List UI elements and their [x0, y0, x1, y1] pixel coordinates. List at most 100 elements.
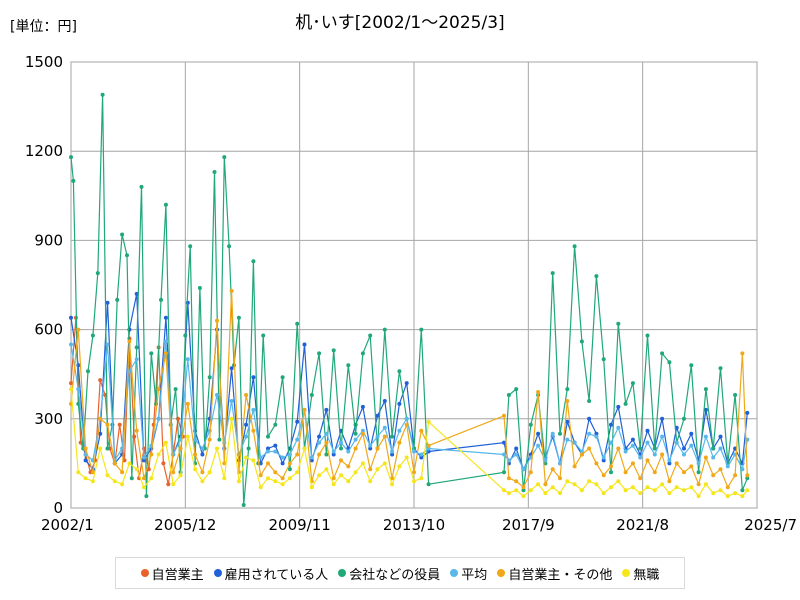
data-point [565, 437, 570, 442]
data-point [185, 434, 190, 439]
data-point [375, 413, 380, 418]
data-point [390, 476, 395, 481]
data-point [667, 491, 672, 496]
data-point [90, 470, 95, 475]
y-tick-label: 600 [34, 321, 63, 339]
data-point [397, 440, 402, 445]
data-point [711, 446, 716, 451]
data-point [159, 297, 163, 302]
data-point [594, 482, 599, 487]
axis-layer: 0 300 600 900 1200 1500 2002/1 2005/12 2009/11 20… [25, 53, 797, 534]
data-point [69, 381, 73, 386]
data-point [236, 479, 241, 484]
data-point [273, 422, 278, 427]
data-point [703, 387, 708, 392]
data-point [397, 369, 402, 374]
data-point [594, 431, 599, 436]
data-point [346, 449, 351, 454]
data-point [171, 482, 176, 487]
data-point [565, 387, 570, 392]
data-point [696, 494, 701, 499]
data-point [266, 434, 270, 439]
data-point [616, 446, 621, 451]
data-point [558, 431, 562, 436]
data-point [689, 464, 694, 469]
data-point [616, 425, 621, 430]
data-point [594, 274, 599, 279]
data-point [572, 482, 577, 487]
data-point [317, 452, 322, 457]
data-point [193, 452, 198, 457]
data-point [725, 464, 730, 469]
data-point [689, 485, 694, 490]
data-point [412, 449, 416, 454]
data-point [302, 407, 307, 412]
data-point [521, 467, 526, 472]
data-point [229, 399, 234, 403]
legend-item: 自営業主・その他 [497, 564, 612, 583]
data-point [156, 452, 161, 457]
data-point [127, 369, 132, 374]
data-point [287, 476, 292, 481]
data-point [244, 422, 249, 427]
data-point [229, 288, 234, 293]
data-point [295, 419, 300, 424]
data-point [185, 357, 190, 362]
legend: 自営業主 雇用されている人 会社などの役員 平均 自営業主・その他 無職 [115, 557, 685, 589]
data-point [207, 437, 212, 442]
data-point [587, 399, 592, 403]
data-point [543, 491, 548, 496]
data-point [122, 458, 127, 463]
data-point [740, 494, 745, 499]
data-point [528, 422, 533, 427]
data-point [280, 455, 285, 460]
data-point [149, 476, 154, 481]
data-point [105, 422, 110, 427]
data-point [521, 494, 526, 499]
data-point [645, 458, 650, 463]
grid-layer [70, 61, 758, 509]
data-point [506, 393, 511, 397]
data-point [229, 366, 234, 371]
data-point [404, 416, 409, 421]
data-point [105, 342, 110, 347]
data-point [616, 321, 621, 326]
data-point [295, 321, 300, 326]
data-point [353, 470, 358, 475]
data-point [623, 488, 628, 493]
data-point [645, 428, 650, 433]
unit-label: [単位：円] [10, 19, 77, 35]
data-point [404, 455, 409, 460]
data-point [514, 452, 519, 457]
data-point [331, 482, 336, 487]
data-point [718, 467, 723, 472]
data-point [317, 473, 322, 478]
data-point [733, 491, 738, 496]
data-point [558, 476, 562, 481]
data-point [134, 467, 139, 472]
data-point [324, 440, 329, 445]
data-point [375, 434, 380, 439]
data-point [390, 449, 395, 454]
data-point [536, 431, 541, 436]
data-point [587, 416, 592, 421]
series-layer [69, 92, 750, 507]
data-point [273, 479, 278, 484]
data-point [667, 461, 672, 466]
data-point [103, 393, 108, 397]
data-point [127, 461, 132, 466]
data-point [609, 440, 613, 445]
data-point [95, 271, 100, 276]
data-point [215, 393, 219, 397]
data-point [419, 428, 424, 433]
data-point [579, 488, 584, 493]
data-point [368, 479, 373, 484]
data-point [163, 351, 168, 356]
data-point [514, 479, 519, 484]
data-point [246, 446, 251, 451]
data-point [339, 458, 343, 463]
y-tick-label: 300 [34, 410, 63, 428]
data-point [331, 476, 336, 481]
data-point [324, 407, 329, 412]
data-point [375, 446, 380, 451]
